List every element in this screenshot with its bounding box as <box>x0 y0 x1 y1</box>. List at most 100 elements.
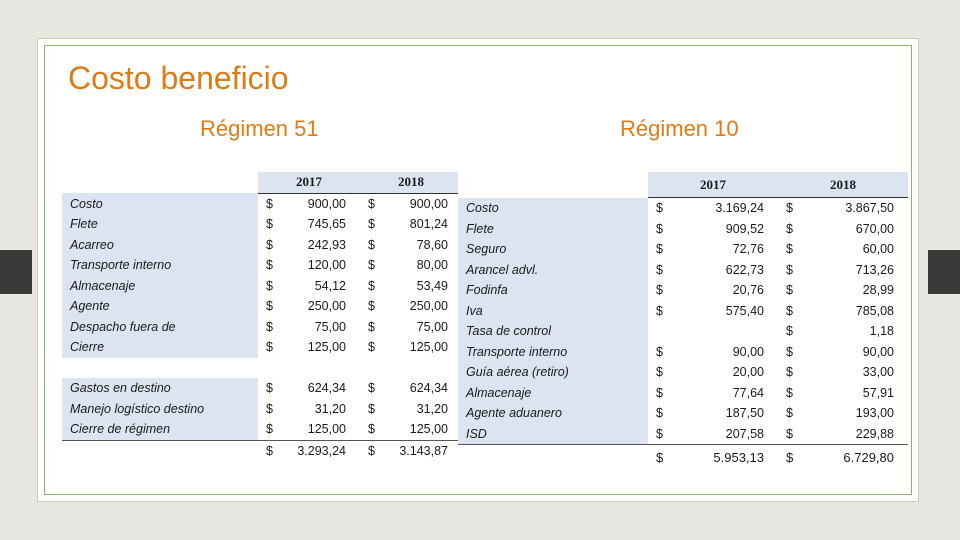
total-currency-2017: $ <box>258 439 280 461</box>
value-2017: 125,00 <box>307 422 346 437</box>
currency-2017: $ <box>656 242 663 257</box>
value-2017: 624,34 <box>307 381 346 396</box>
value-2018: 125,00 <box>409 340 448 355</box>
currency-2017: $ <box>656 344 663 359</box>
value-2018: 28,99 <box>862 283 894 298</box>
total-currency-2018: $ <box>778 444 802 469</box>
currency-2017: $ <box>656 262 663 277</box>
value-2017: 75,00 <box>314 319 346 334</box>
currency-2017 <box>648 321 672 342</box>
table-row: Iva $575,40 $785,08 <box>458 300 908 321</box>
value-2017: 187,50 <box>725 406 764 421</box>
table-row: Manejo logístico destino $31,20 $31,20 <box>62 398 462 419</box>
currency-2017: $ <box>266 237 273 252</box>
value-2018: 53,49 <box>416 278 448 293</box>
currency-2017: $ <box>656 406 663 421</box>
row-label: Acarreo <box>62 234 258 255</box>
table-row: Despacho fuera de $75,00 $75,00 <box>62 316 462 337</box>
value-2018: 229,88 <box>855 426 894 441</box>
currency-2018: $ <box>368 381 375 396</box>
value-2018: 75,00 <box>416 319 448 334</box>
row-label: Costo <box>458 197 648 219</box>
row-label: Flete <box>458 218 648 239</box>
table-header-row: 2017 2018 <box>62 172 462 194</box>
table-row: Agente $250,00 $250,00 <box>62 296 462 317</box>
row-label: Almacenaje <box>458 382 648 403</box>
table-row: Transporte interno $120,00 $80,00 <box>62 255 462 276</box>
table-row: Costo $900,00 $900,00 <box>62 193 462 214</box>
currency-2018: $ <box>786 221 793 236</box>
value-2018: 90,00 <box>862 344 894 359</box>
row-label: Manejo logístico destino <box>62 398 258 419</box>
row-label: Agente aduanero <box>458 403 648 424</box>
header-blank-cell <box>458 172 648 198</box>
value-2017: 909,52 <box>725 221 764 236</box>
table-row: Guía aérea (retiro) $20,00 $33,00 <box>458 362 908 383</box>
value-2017: 3.169,24 <box>715 201 764 216</box>
value-2018: 1,18 <box>869 324 894 339</box>
currency-2017: $ <box>266 381 273 396</box>
value-2017: 120,00 <box>307 258 346 273</box>
total-currency-2017: $ <box>648 444 672 469</box>
value-2017 <box>672 321 778 342</box>
left-edge-tab <box>0 250 32 294</box>
table-row: Fodinfa $20,76 $28,99 <box>458 280 908 301</box>
currency-2017: $ <box>656 201 663 216</box>
currency-2018: $ <box>368 299 375 314</box>
value-2018: 801,24 <box>409 217 448 232</box>
value-2018: 80,00 <box>416 258 448 273</box>
currency-2018: $ <box>368 319 375 334</box>
table-row: ISD $207,58 $229,88 <box>458 423 908 445</box>
row-label: Gastos en destino <box>62 378 258 399</box>
currency-2018: $ <box>786 242 793 257</box>
value-2017: 20,76 <box>732 283 764 298</box>
value-2017: 745,65 <box>307 217 346 232</box>
total-2017: 3.293,24 <box>280 439 360 461</box>
currency-2017: $ <box>266 401 273 416</box>
spacer-cell <box>382 357 462 378</box>
currency-2017: $ <box>656 221 663 236</box>
value-2017: 72,76 <box>732 242 764 257</box>
table-row: Costo $3.169,24 $3.867,50 <box>458 197 908 219</box>
row-label: Almacenaje <box>62 275 258 296</box>
currency-2017: $ <box>656 303 663 318</box>
currency-2017: $ <box>656 426 663 441</box>
value-2018: 624,34 <box>409 381 448 396</box>
value-2018: 125,00 <box>409 422 448 437</box>
value-2017: 250,00 <box>307 299 346 314</box>
row-label: Guía aérea (retiro) <box>458 362 648 383</box>
value-2017: 54,12 <box>314 278 346 293</box>
currency-2018: $ <box>368 237 375 252</box>
table-row: Acarreo $242,93 $78,60 <box>62 234 462 255</box>
value-2017: 622,73 <box>725 262 764 277</box>
right-edge-tab <box>928 250 960 294</box>
currency-2018: $ <box>786 262 793 277</box>
total-currency-2018: $ <box>360 439 382 461</box>
slide-title: Costo beneficio <box>68 60 289 96</box>
currency-2017: $ <box>266 299 273 314</box>
table-header-row: 2017 2018 <box>458 172 908 198</box>
value-2017: 207,58 <box>725 426 764 441</box>
row-label: Costo <box>62 193 258 214</box>
year-header-2018: 2018 <box>778 172 908 198</box>
table-row: Flete $909,52 $670,00 <box>458 218 908 239</box>
currency-2018: $ <box>786 201 793 216</box>
total-row: $5.953,13 $6.729,80 <box>458 444 908 469</box>
value-2018: 250,00 <box>409 299 448 314</box>
value-2017: 242,93 <box>307 237 346 252</box>
spacer-cell <box>280 357 360 378</box>
regimen-51-table: 2017 2018 Costo $900,00 $900,00 Flete $745,6… <box>62 172 462 461</box>
total-2018: 3.143,87 <box>382 439 462 461</box>
value-2018: 33,00 <box>862 365 894 380</box>
currency-2018: $ <box>786 406 793 421</box>
spacer-cell <box>360 357 382 378</box>
value-2018: 57,91 <box>862 385 894 400</box>
row-label: Transporte interno <box>62 255 258 276</box>
table-row: Arancel advl. $622,73 $713,26 <box>458 259 908 280</box>
year-header-2018: 2018 <box>360 172 462 194</box>
value-2018: 31,20 <box>416 401 448 416</box>
currency-2017: $ <box>266 422 273 437</box>
row-label: Agente <box>62 296 258 317</box>
currency-2017: $ <box>266 278 273 293</box>
row-label: Cierre de régimen <box>62 419 258 440</box>
